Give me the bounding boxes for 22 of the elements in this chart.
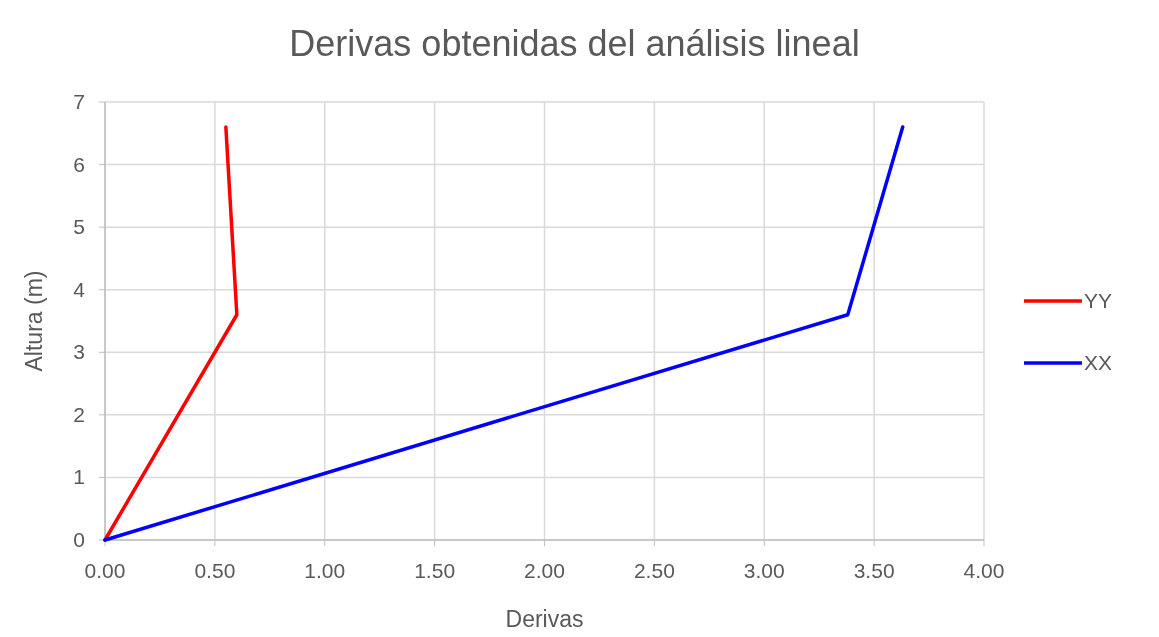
chart-title: Derivas obtenidas del análisis lineal xyxy=(289,23,860,64)
x-tick-label: 4.00 xyxy=(963,559,1005,582)
x-tick-label: 3.00 xyxy=(743,559,785,582)
x-tick-label: 2.50 xyxy=(633,559,675,582)
y-tick-label: 4 xyxy=(73,277,86,301)
y-tick-label: 6 xyxy=(73,152,85,176)
x-tick-label: 1.00 xyxy=(304,559,346,582)
y-axis-title: Altura (m) xyxy=(21,270,47,372)
x-axis-title: Derivas xyxy=(505,606,584,632)
legend-label: XX xyxy=(1084,351,1113,374)
y-tick-label: 5 xyxy=(73,215,85,239)
y-tick-label: 7 xyxy=(73,90,85,113)
y-tick-label: 3 xyxy=(73,340,85,364)
y-tick-label: 1 xyxy=(73,465,85,489)
legend-label: YY xyxy=(1084,289,1113,312)
y-tick-label: 0 xyxy=(73,528,85,551)
x-tick-label: 2.00 xyxy=(524,559,565,582)
x-tick-label: 0.50 xyxy=(194,559,236,582)
x-tick-label: 0.00 xyxy=(84,559,126,582)
x-tick-label: 1.50 xyxy=(414,559,456,582)
y-tick-label: 2 xyxy=(73,402,85,426)
x-tick-label: 3.50 xyxy=(853,559,895,582)
